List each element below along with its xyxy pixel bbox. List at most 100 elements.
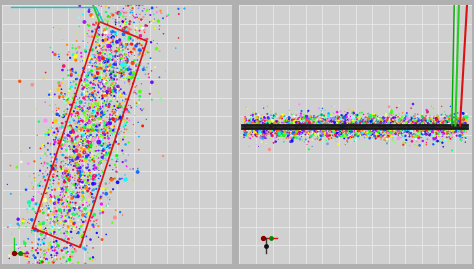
Point bbox=[79, 197, 87, 201]
Point bbox=[111, 119, 119, 123]
Point bbox=[78, 194, 86, 198]
Point bbox=[109, 113, 116, 118]
Point bbox=[144, 0, 152, 4]
Point bbox=[322, 125, 329, 129]
Point bbox=[74, 112, 82, 116]
Point bbox=[95, 55, 103, 59]
Point bbox=[78, 93, 86, 97]
Point bbox=[108, 146, 115, 150]
Point bbox=[77, 153, 84, 157]
Point bbox=[289, 119, 297, 123]
Point bbox=[290, 129, 298, 133]
Point bbox=[331, 104, 338, 108]
Point bbox=[263, 128, 270, 132]
Point bbox=[271, 128, 278, 133]
Point bbox=[48, 185, 55, 189]
Point bbox=[109, 49, 117, 54]
Point bbox=[331, 137, 339, 141]
Point bbox=[290, 128, 297, 132]
Point bbox=[309, 118, 317, 123]
Point bbox=[124, 43, 131, 47]
Point bbox=[63, 173, 70, 177]
Point bbox=[380, 121, 387, 125]
Point bbox=[84, 163, 92, 167]
Point bbox=[432, 139, 440, 143]
Point bbox=[107, 129, 114, 133]
Point bbox=[294, 125, 302, 129]
Point bbox=[392, 113, 400, 118]
Point bbox=[102, 144, 110, 148]
Point bbox=[89, 29, 96, 34]
Point bbox=[120, 66, 128, 70]
Point bbox=[263, 131, 270, 136]
Point bbox=[83, 132, 91, 136]
Point bbox=[327, 122, 334, 126]
Point bbox=[93, 34, 101, 38]
Point bbox=[300, 116, 308, 120]
Point bbox=[344, 133, 352, 137]
Point bbox=[419, 129, 427, 134]
Point bbox=[84, 68, 91, 72]
Point bbox=[42, 191, 50, 195]
Point bbox=[139, 9, 146, 13]
Point bbox=[93, 148, 101, 153]
Point bbox=[65, 226, 73, 230]
Point bbox=[120, 27, 128, 32]
Point bbox=[50, 199, 58, 204]
Point bbox=[65, 136, 73, 141]
Point bbox=[439, 128, 447, 132]
Point bbox=[118, 115, 126, 120]
Point bbox=[130, 47, 138, 51]
Point bbox=[374, 116, 382, 120]
Point bbox=[387, 134, 395, 138]
Point bbox=[124, 24, 131, 29]
Point bbox=[83, 143, 91, 147]
Point bbox=[282, 126, 290, 130]
Point bbox=[262, 126, 270, 131]
Point bbox=[438, 122, 446, 126]
Point bbox=[356, 117, 363, 121]
Point bbox=[416, 123, 423, 127]
Point bbox=[403, 129, 411, 134]
Point bbox=[254, 126, 261, 130]
Point bbox=[49, 248, 56, 253]
Point bbox=[106, 44, 114, 48]
Point bbox=[434, 122, 442, 126]
Point bbox=[63, 194, 70, 198]
Point bbox=[290, 129, 298, 134]
Point bbox=[57, 92, 65, 97]
Point bbox=[109, 54, 116, 58]
Point bbox=[425, 133, 433, 137]
Point bbox=[387, 126, 395, 130]
Point bbox=[364, 121, 372, 125]
Point bbox=[462, 126, 470, 130]
Point bbox=[337, 122, 345, 126]
Point bbox=[407, 115, 414, 119]
Point bbox=[298, 126, 306, 130]
Point bbox=[90, 164, 97, 168]
Point bbox=[297, 114, 304, 118]
Point bbox=[91, 149, 99, 153]
Point bbox=[385, 115, 393, 119]
Point bbox=[303, 122, 311, 126]
Point bbox=[297, 122, 305, 126]
Point bbox=[282, 119, 289, 123]
Point bbox=[372, 129, 379, 133]
Point bbox=[368, 132, 376, 136]
Point bbox=[114, 86, 122, 90]
Point bbox=[93, 128, 100, 132]
Point bbox=[439, 120, 447, 124]
Point bbox=[365, 126, 372, 131]
Point bbox=[341, 124, 348, 129]
Point bbox=[80, 205, 87, 209]
Point bbox=[271, 136, 279, 141]
Point bbox=[98, 142, 106, 146]
Point bbox=[346, 128, 354, 132]
Point bbox=[40, 175, 48, 179]
Point bbox=[99, 170, 107, 174]
Point bbox=[308, 130, 316, 134]
Point bbox=[384, 134, 392, 138]
Point bbox=[399, 136, 407, 140]
Point bbox=[450, 121, 457, 125]
Point bbox=[325, 137, 332, 142]
